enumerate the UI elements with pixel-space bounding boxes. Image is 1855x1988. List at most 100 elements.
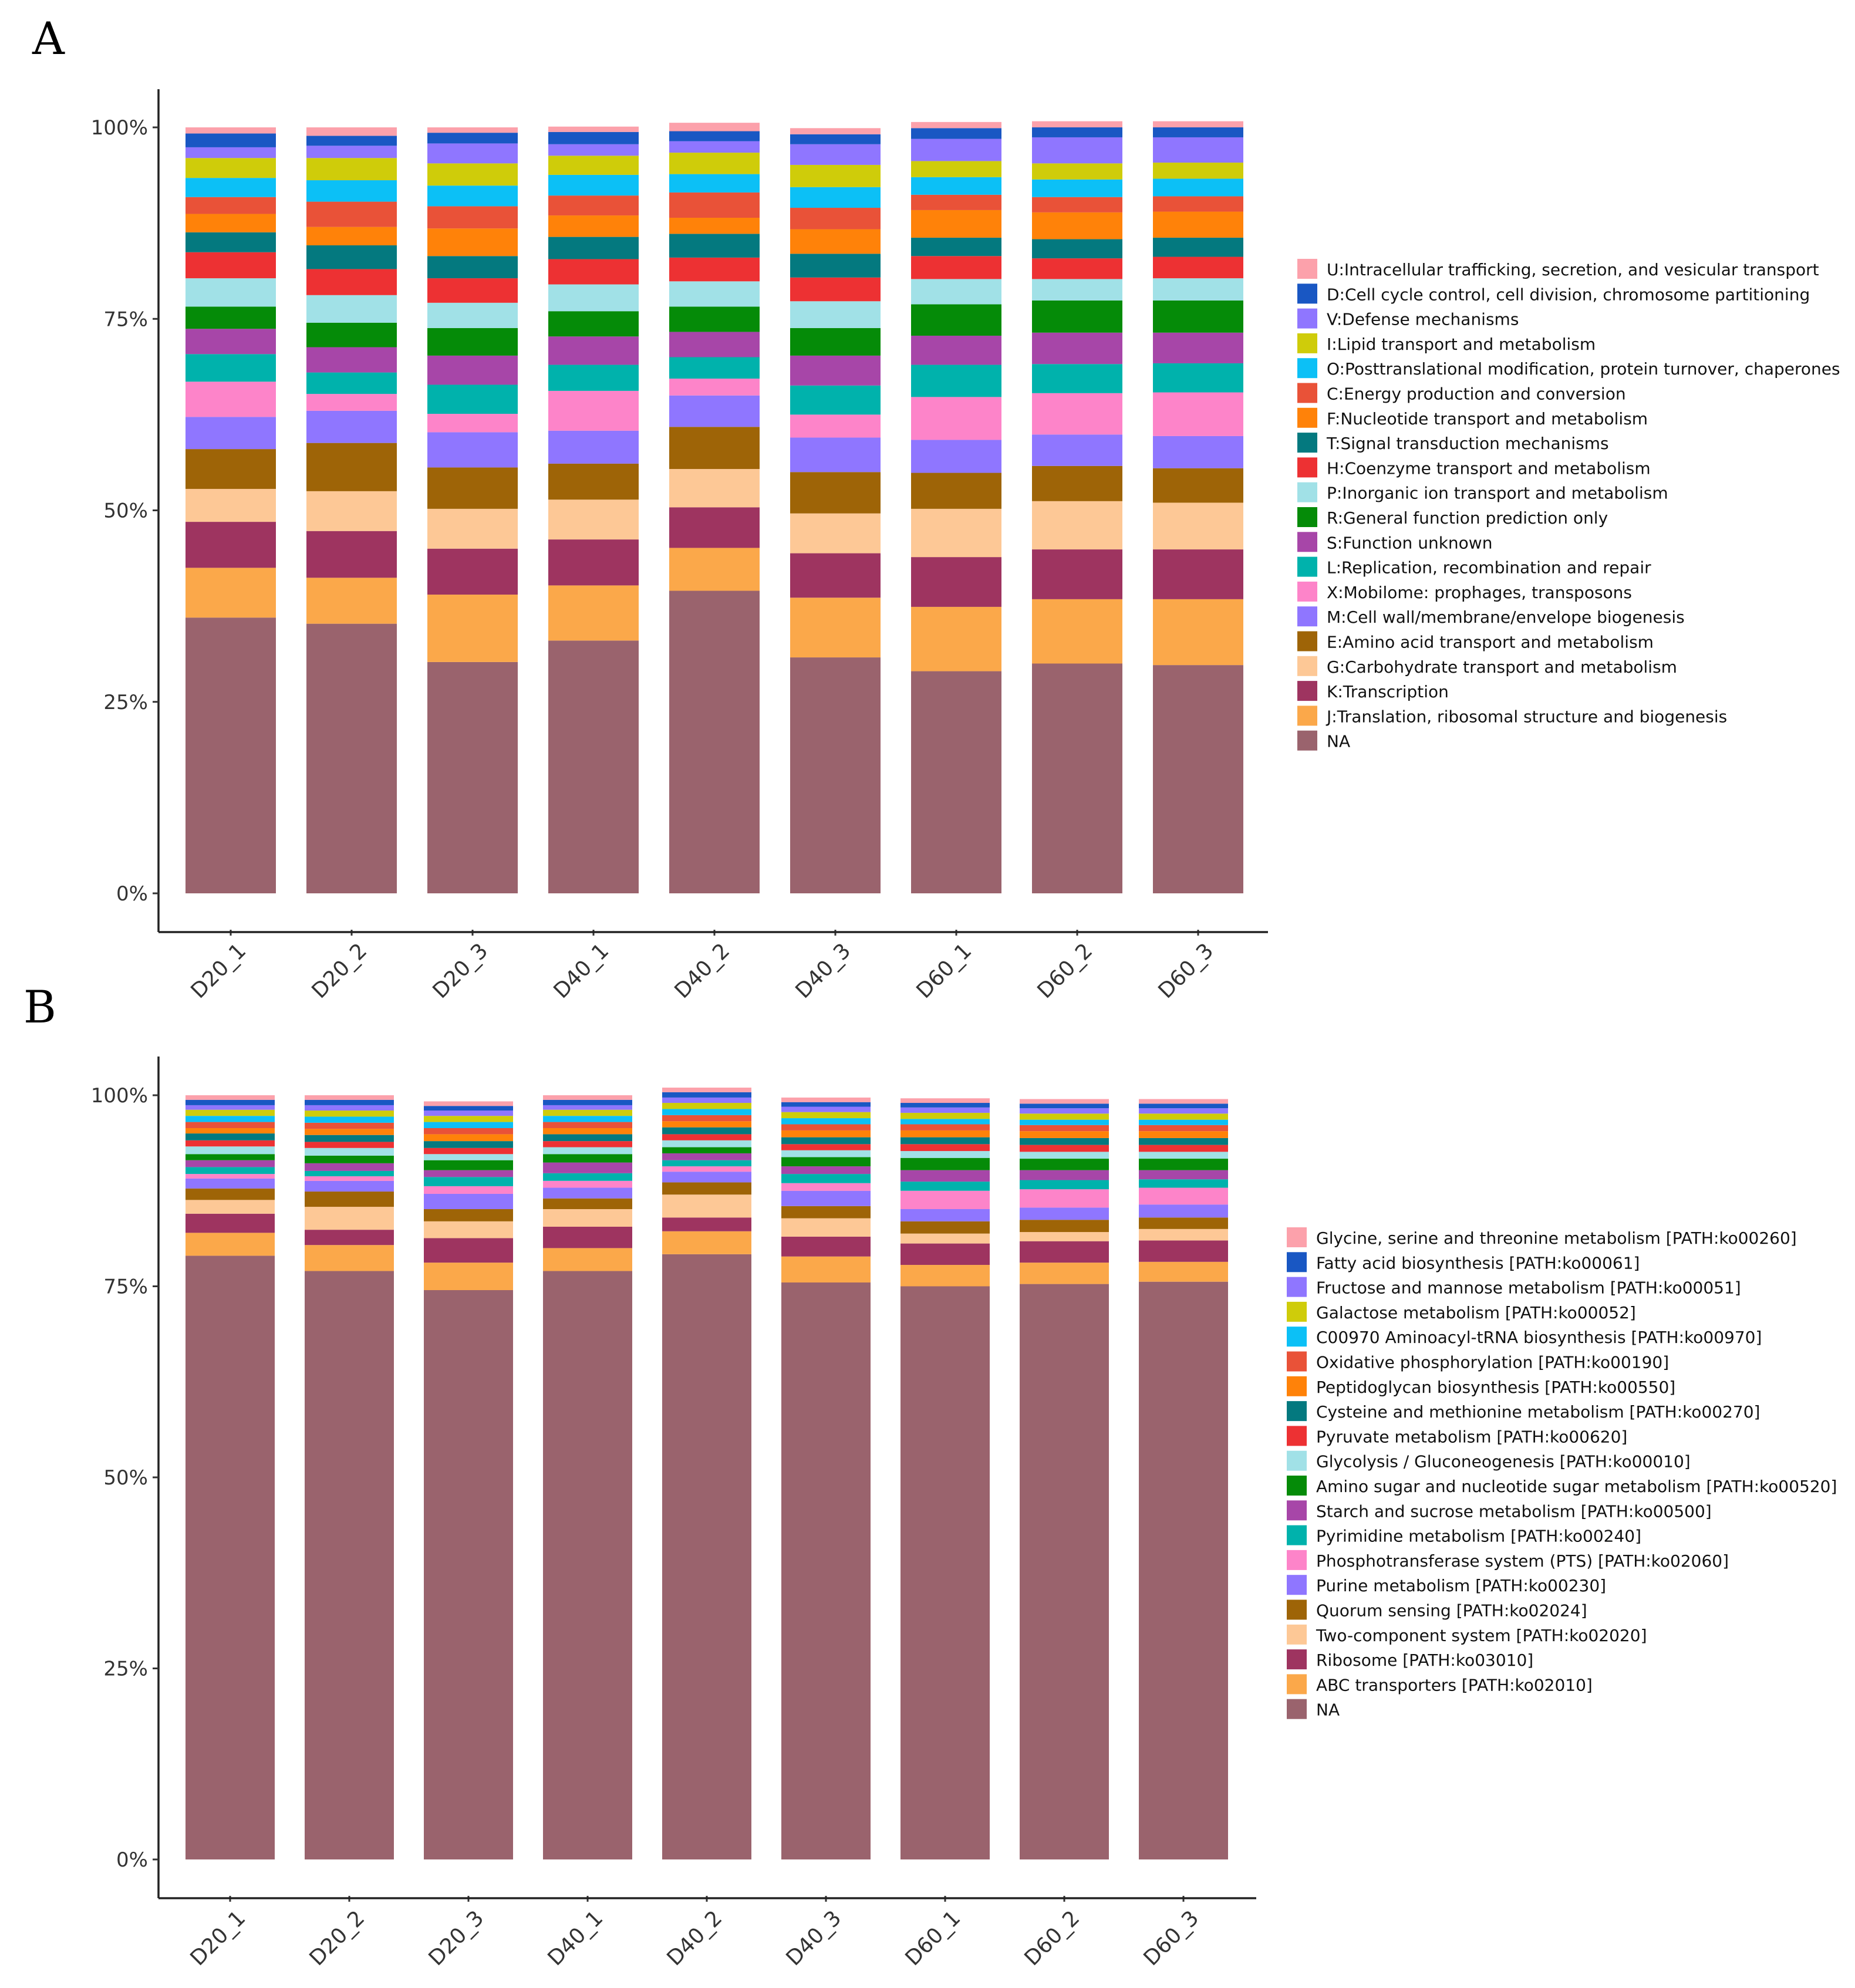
legend-label: Fatty acid biosynthesis [PATH:ko00061] [1316, 1253, 1640, 1273]
legend-swatch [1297, 556, 1317, 577]
legend-swatch [1297, 433, 1317, 453]
bar-segment-d60_1-0 [900, 1286, 990, 1859]
bar-segment-d40_2-2 [662, 1217, 751, 1231]
legend-label: Two-component system [PATH:ko02020] [1316, 1626, 1647, 1645]
legend-label: Ribosome [PATH:ko03010] [1316, 1651, 1533, 1670]
bar-segment-d40_3-11 [790, 277, 881, 302]
bar-segment-d40_2-9 [669, 306, 760, 332]
bar-segment-d40_3-2 [790, 553, 881, 598]
bar-segment-d60_1-19 [900, 1098, 990, 1103]
bar-segment-d60_3-16 [1139, 1113, 1228, 1120]
legend-label: ABC transporters [PATH:ko02010] [1316, 1675, 1593, 1695]
bar-segment-d20_3-12 [427, 256, 518, 279]
bar-segment-d40_1-18 [548, 131, 639, 144]
bar-segment-d20_3-2 [424, 1238, 513, 1263]
bar-segment-d60_3-6 [1153, 392, 1243, 436]
y-tick-label: 75% [103, 308, 148, 331]
bar-segment-d60_2-4 [1032, 465, 1122, 501]
legend-swatch [1297, 681, 1317, 701]
bar-segment-d60_2-14 [1020, 1125, 1109, 1132]
bar-segment-d60_2-5 [1020, 1207, 1109, 1220]
bar-segment-d60_1-12 [911, 237, 1001, 256]
bar-segment-d60_1-16 [911, 161, 1001, 177]
bar-segment-d40_1-7 [543, 1173, 632, 1181]
bar-segment-d40_2-13 [669, 217, 760, 234]
x-tick-label: D40_2 [662, 1906, 727, 1970]
bar-segment-d60_1-4 [911, 472, 1001, 509]
legend-swatch [1287, 1550, 1307, 1570]
bar-segment-d40_1-13 [543, 1128, 632, 1135]
bar-segment-d40_1-17 [548, 144, 639, 156]
bar-segment-d20_2-12 [306, 245, 397, 269]
bar-segment-d40_2-3 [669, 469, 760, 508]
bar-segment-d40_2-19 [662, 1087, 751, 1092]
bar-segment-d60_3-12 [1153, 237, 1243, 257]
bar-segment-d40_2-2 [669, 507, 760, 548]
bar-segment-d20_3-16 [424, 1116, 513, 1122]
bar-segment-d60_1-2 [911, 557, 1001, 607]
bar-segment-d40_3-12 [781, 1137, 871, 1145]
bar-segment-d60_2-1 [1032, 599, 1122, 664]
x-tick-label: D40_1 [543, 1906, 608, 1970]
bar-segment-d20_2-11 [305, 1142, 394, 1148]
bar-segment-d60_3-3 [1139, 1228, 1228, 1241]
bar-segment-d20_3-15 [427, 185, 518, 207]
bar-segment-d40_2-19 [669, 123, 760, 131]
bar-segment-d60_2-2 [1020, 1241, 1109, 1263]
bar-segment-d60_2-10 [1020, 1152, 1109, 1159]
bar-segment-d40_1-5 [543, 1187, 632, 1199]
bar-segment-d40_2-1 [669, 548, 760, 591]
y-tick-label: 75% [103, 1275, 148, 1299]
bar-segment-d20_3-8 [427, 355, 518, 385]
bar-segment-d60_2-17 [1020, 1108, 1109, 1114]
bar-segment-d40_1-9 [548, 311, 639, 337]
legend-label: J:Translation, ribosomal structure and b… [1326, 707, 1727, 726]
bar-segment-d40_3-0 [781, 1282, 871, 1859]
legend-label: C:Energy production and conversion [1327, 384, 1626, 404]
bar-segment-d40_2-10 [669, 281, 760, 307]
bar-segment-d60_2-6 [1032, 393, 1122, 435]
bar-segment-d20_2-6 [305, 1176, 394, 1181]
bar-segment-d40_3-12 [790, 254, 881, 278]
legend-swatch [1287, 1227, 1307, 1247]
bar-segment-d20_2-1 [305, 1245, 394, 1271]
bar-segment-d20_2-13 [306, 227, 397, 245]
bar-segment-d20_2-14 [305, 1122, 394, 1129]
bar-segment-d40_1-17 [543, 1105, 632, 1110]
x-tick-label: D20_1 [186, 1906, 250, 1970]
bar-segment-d20_1-4 [186, 1188, 275, 1200]
bar-segment-d20_2-5 [306, 410, 397, 443]
bar-segment-d40_1-18 [543, 1099, 632, 1105]
bar-segment-d20_3-14 [427, 206, 518, 229]
bar-segment-d40_2-14 [669, 192, 760, 218]
bar-segment-d40_3-14 [790, 208, 881, 229]
bar-segment-d40_2-15 [669, 174, 760, 193]
bar-segment-d20_2-4 [305, 1192, 394, 1207]
legend-label: P:Inorganic ion transport and metabolism [1327, 484, 1668, 503]
bar-segment-d40_3-5 [790, 437, 881, 472]
bar-segment-d20_1-8 [186, 1160, 275, 1167]
bar-segment-d20_2-10 [305, 1147, 394, 1156]
legend-swatch [1287, 1476, 1307, 1496]
bar-segment-d20_1-17 [186, 147, 276, 158]
bar-segment-d40_3-16 [781, 1112, 871, 1119]
bar-segment-d40_2-6 [669, 379, 760, 396]
bar-segment-d20_1-17 [186, 1105, 275, 1110]
x-tick-label: D40_2 [670, 939, 734, 1003]
legend-swatch [1287, 1525, 1307, 1545]
bar-segment-d40_2-8 [669, 332, 760, 357]
legend-swatch [1297, 308, 1317, 329]
y-tick-label: 50% [103, 1466, 148, 1490]
legend-label: Purine metabolism [PATH:ko00230] [1316, 1576, 1606, 1595]
bar-segment-d40_2-12 [662, 1127, 751, 1135]
bar-segment-d60_3-9 [1153, 300, 1243, 333]
bar-segment-d20_2-10 [306, 295, 397, 323]
bar-segment-d20_3-8 [424, 1170, 513, 1177]
bar-segment-d40_3-10 [790, 301, 881, 328]
x-tick-label: D60_1 [900, 1906, 965, 1970]
y-tick-label: 0% [116, 882, 148, 906]
bar-segment-d60_1-10 [900, 1151, 990, 1158]
bar-segment-d60_3-5 [1139, 1204, 1228, 1218]
legend-swatch [1287, 1649, 1307, 1670]
bar-segment-d20_2-13 [305, 1129, 394, 1135]
